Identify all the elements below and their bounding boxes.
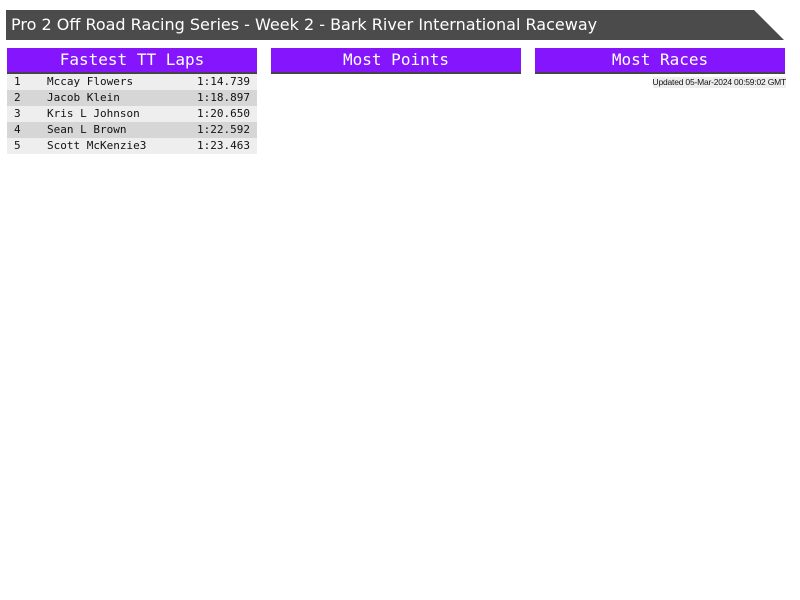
table-row: 2 Jacob Klein 1:18.897 [7, 90, 257, 106]
position: 1 [14, 75, 21, 88]
table-row: 4 Sean L Brown 1:22.592 [7, 122, 257, 138]
lap-time: 1:22.592 [197, 123, 250, 136]
driver-name: Sean L Brown [47, 123, 127, 136]
position: 4 [14, 123, 21, 136]
panel-header: Most Races [535, 48, 785, 74]
position: 5 [14, 139, 21, 152]
most-points-panel: Most Points [271, 48, 521, 74]
panel-header: Most Points [271, 48, 521, 74]
position: 3 [14, 107, 21, 120]
lap-time: 1:18.897 [197, 91, 250, 104]
driver-name: Mccay Flowers [47, 75, 134, 88]
panel-header: Fastest TT Laps [7, 48, 257, 74]
driver-name: Kris L Johnson [47, 107, 140, 120]
table-row: 3 Kris L Johnson 1:20.650 [7, 106, 257, 122]
lap-time: 1:20.650 [197, 107, 250, 120]
table-row: 5 Scott McKenzie3 1:23.463 [7, 138, 257, 154]
fastest-tt-laps-panel: Fastest TT Laps 1 Mccay Flowers 1:14.739 2… [7, 48, 257, 154]
driver-name: Jacob Klein [47, 91, 120, 104]
lap-time: 1:23.463 [197, 139, 250, 152]
updated-timestamp: Updated 05-Mar-2024 00:59:02 GMT [652, 77, 786, 88]
most-races-panel: Most Races [535, 48, 785, 74]
results-list: 1 Mccay Flowers 1:14.739 2 Jacob Klein 1:18.… [7, 74, 257, 154]
position: 2 [14, 91, 21, 104]
lap-time: 1:14.739 [197, 75, 250, 88]
table-row: 1 Mccay Flowers 1:14.739 [7, 74, 257, 90]
driver-name: Scott McKenzie3 [47, 139, 147, 152]
page-title: Pro 2 Off Road Racing Series - Week 2 - … [6, 10, 784, 40]
